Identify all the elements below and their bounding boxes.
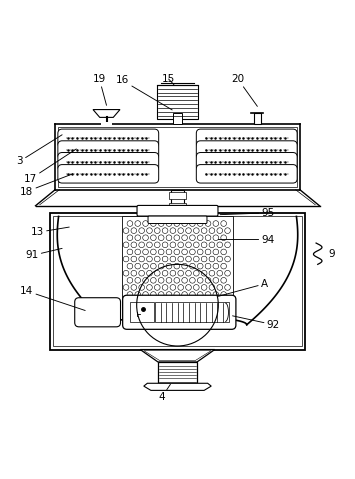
Polygon shape [144,383,211,390]
Bar [169,203,186,209]
Bar [158,362,197,383]
Bar [131,302,153,322]
Text: 15: 15 [162,74,175,85]
FancyBboxPatch shape [58,129,159,148]
Polygon shape [93,110,120,117]
FancyBboxPatch shape [75,298,121,327]
Text: 20: 20 [231,74,257,106]
Bar [254,114,261,124]
Text: 91: 91 [25,249,62,261]
Text: 14: 14 [20,286,85,310]
Bar [157,85,198,119]
Text: 95: 95 [220,208,275,218]
Bar [101,122,112,126]
FancyBboxPatch shape [148,216,207,224]
FancyBboxPatch shape [196,141,297,160]
Text: 3: 3 [16,135,62,166]
Text: 16: 16 [116,76,172,110]
Text: 94: 94 [218,235,275,244]
Bar [122,217,233,305]
FancyBboxPatch shape [196,152,297,171]
Bar [169,192,186,199]
Text: 19: 19 [93,74,106,105]
FancyBboxPatch shape [58,152,159,171]
Text: 92: 92 [233,316,280,330]
Bar [53,217,302,346]
Bar [58,127,297,187]
Bar [50,213,305,350]
FancyBboxPatch shape [137,205,218,216]
Bar [171,190,184,213]
FancyBboxPatch shape [58,165,159,183]
FancyBboxPatch shape [123,295,236,330]
Text: 13: 13 [31,227,69,238]
Text: 9: 9 [329,249,335,259]
Text: 17: 17 [23,149,76,184]
FancyBboxPatch shape [196,129,297,148]
Bar [155,302,229,322]
Text: 18: 18 [20,174,73,196]
Text: A: A [218,279,268,297]
Bar [173,114,182,124]
Text: 4: 4 [158,384,170,402]
FancyBboxPatch shape [165,211,190,220]
Bar [55,124,300,190]
FancyBboxPatch shape [58,141,159,160]
FancyBboxPatch shape [196,165,297,183]
Polygon shape [140,350,215,362]
